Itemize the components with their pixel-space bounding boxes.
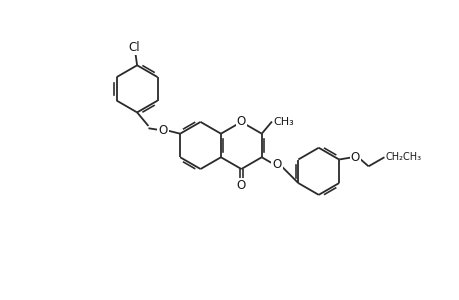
Text: CH₃: CH₃ [273,116,294,127]
Text: O: O [158,124,167,136]
Text: Cl: Cl [129,41,140,54]
Text: O: O [350,151,359,164]
Text: O: O [236,179,246,192]
Text: CH₂CH₃: CH₂CH₃ [385,152,421,162]
Text: O: O [236,116,246,128]
Text: O: O [272,158,281,171]
